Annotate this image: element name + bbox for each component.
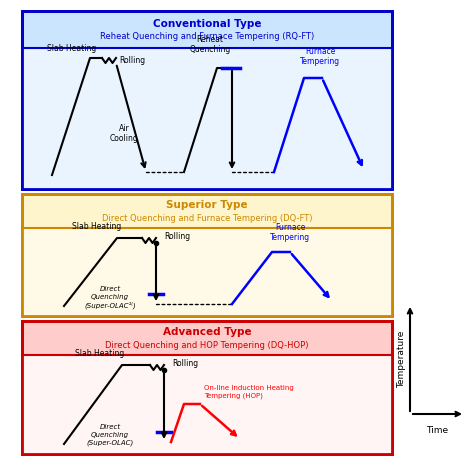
Text: Slab Heating: Slab Heating xyxy=(73,222,122,231)
Bar xyxy=(22,355,392,454)
Bar xyxy=(22,194,392,316)
Text: Direct
Quenching
(Super-OLAC): Direct Quenching (Super-OLAC) xyxy=(86,424,134,446)
Text: On-line Induction Heating
Tempering (HOP): On-line Induction Heating Tempering (HOP… xyxy=(204,385,294,399)
Bar xyxy=(22,321,392,454)
Bar xyxy=(22,11,392,189)
Text: Slab Heating: Slab Heating xyxy=(75,349,125,358)
Text: Conventional Type: Conventional Type xyxy=(153,18,261,28)
Text: Direct Quenching and HOP Tempering (DQ-HOP): Direct Quenching and HOP Tempering (DQ-H… xyxy=(105,340,309,349)
Text: Advanced Type: Advanced Type xyxy=(163,327,251,337)
Text: Direct Quenching and Furnace Tempering (DQ-FT): Direct Quenching and Furnace Tempering (… xyxy=(102,213,312,222)
Text: Reheat
Quenching: Reheat Quenching xyxy=(190,35,231,54)
Text: Furnace
Tempering: Furnace Tempering xyxy=(270,223,310,242)
Text: Reheat Quenching and Furnace Tempering (RQ-FT): Reheat Quenching and Furnace Tempering (… xyxy=(100,32,314,41)
Text: Time: Time xyxy=(426,426,448,435)
Text: Air
Cooling: Air Cooling xyxy=(109,124,138,143)
Text: Superior Type: Superior Type xyxy=(166,200,248,210)
Text: Temperature: Temperature xyxy=(398,330,407,388)
Text: Direct
Quenching
(Super-OLAC¹⁽): Direct Quenching (Super-OLAC¹⁽) xyxy=(84,286,136,309)
Bar xyxy=(22,228,392,316)
Bar xyxy=(22,48,392,189)
Text: Slab Heating: Slab Heating xyxy=(47,44,97,53)
Bar xyxy=(22,11,392,189)
Bar xyxy=(22,321,392,454)
Text: Rolling: Rolling xyxy=(119,55,145,64)
Text: Rolling: Rolling xyxy=(164,231,190,240)
Text: Furnace
Tempering: Furnace Tempering xyxy=(300,46,340,66)
Text: Rolling: Rolling xyxy=(172,358,198,367)
Bar xyxy=(22,194,392,316)
